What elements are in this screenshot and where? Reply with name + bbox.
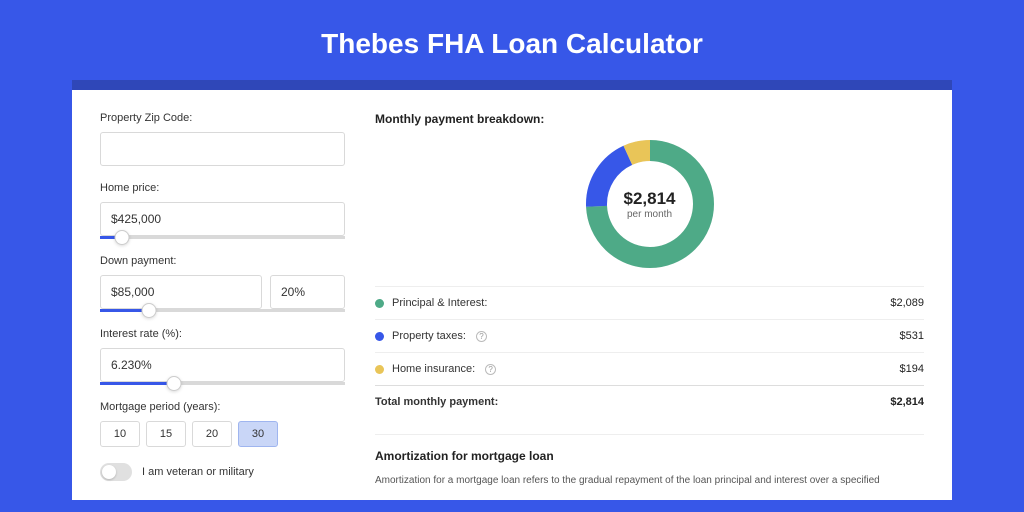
period-option-10[interactable]: 10 [100, 421, 140, 447]
donut-center-sub: per month [627, 209, 672, 220]
amortization-text: Amortization for a mortgage loan refers … [375, 473, 924, 488]
mortgage-period-options: 10152030 [100, 421, 345, 447]
breakdown-title: Monthly payment breakdown: [375, 112, 924, 126]
down-payment-percent-input[interactable] [270, 275, 345, 309]
veteran-label: I am veteran or military [142, 466, 254, 478]
amortization-title: Amortization for mortgage loan [375, 449, 924, 463]
breakdown-row: Principal & Interest: $2,089 [375, 286, 924, 319]
zip-input[interactable] [100, 132, 345, 166]
breakdown-label: Property taxes: [392, 330, 466, 342]
interest-rate-input[interactable] [100, 348, 345, 382]
home-price-slider-thumb[interactable] [115, 230, 130, 245]
interest-rate-label: Interest rate (%): [100, 328, 345, 340]
info-icon[interactable]: ? [476, 331, 487, 342]
total-label: Total monthly payment: [375, 396, 498, 408]
breakdown-row: Home insurance:? $194 [375, 352, 924, 385]
breakdown-column: Monthly payment breakdown: $2,814 per mo… [375, 112, 924, 500]
down-payment-label: Down payment: [100, 255, 345, 267]
breakdown-label: Principal & Interest: [392, 297, 487, 309]
mortgage-period-field-group: Mortgage period (years): 10152030 [100, 401, 345, 447]
legend-dot [375, 332, 384, 341]
mortgage-period-label: Mortgage period (years): [100, 401, 345, 413]
zip-field-group: Property Zip Code: [100, 112, 345, 166]
breakdown-value: $2,089 [890, 297, 924, 309]
veteran-toggle-row: I am veteran or military [100, 463, 345, 481]
info-icon[interactable]: ? [485, 364, 496, 375]
home-price-input[interactable] [100, 202, 345, 236]
down-payment-slider-thumb[interactable] [142, 303, 157, 318]
legend-dot [375, 299, 384, 308]
breakdown-rows: Principal & Interest: $2,089 Property taxe… [375, 286, 924, 385]
down-payment-slider[interactable] [100, 309, 345, 312]
legend-dot [375, 365, 384, 374]
calculator-card: Property Zip Code: Home price: Down paym… [72, 80, 952, 500]
total-value: $2,814 [890, 396, 924, 408]
payment-donut-chart: $2,814 per month [586, 140, 714, 268]
donut-center-value: $2,814 [624, 189, 676, 209]
home-price-label: Home price: [100, 182, 345, 194]
down-payment-field-group: Down payment: [100, 255, 345, 312]
zip-label: Property Zip Code: [100, 112, 345, 124]
breakdown-value: $531 [900, 330, 924, 342]
amortization-section: Amortization for mortgage loan Amortizat… [375, 434, 924, 488]
interest-rate-field-group: Interest rate (%): [100, 328, 345, 385]
donut-chart-wrap: $2,814 per month [375, 140, 924, 268]
inputs-column: Property Zip Code: Home price: Down paym… [100, 112, 345, 500]
home-price-slider[interactable] [100, 236, 345, 239]
interest-rate-slider-thumb[interactable] [166, 376, 181, 391]
page-title: Thebes FHA Loan Calculator [0, 0, 1024, 80]
interest-rate-slider[interactable] [100, 382, 345, 385]
breakdown-label: Home insurance: [392, 363, 475, 375]
period-option-20[interactable]: 20 [192, 421, 232, 447]
down-payment-amount-input[interactable] [100, 275, 262, 309]
total-row: Total monthly payment: $2,814 [375, 385, 924, 418]
breakdown-value: $194 [900, 363, 924, 375]
period-option-30[interactable]: 30 [238, 421, 278, 447]
veteran-toggle[interactable] [100, 463, 132, 481]
breakdown-row: Property taxes:? $531 [375, 319, 924, 352]
home-price-field-group: Home price: [100, 182, 345, 239]
period-option-15[interactable]: 15 [146, 421, 186, 447]
